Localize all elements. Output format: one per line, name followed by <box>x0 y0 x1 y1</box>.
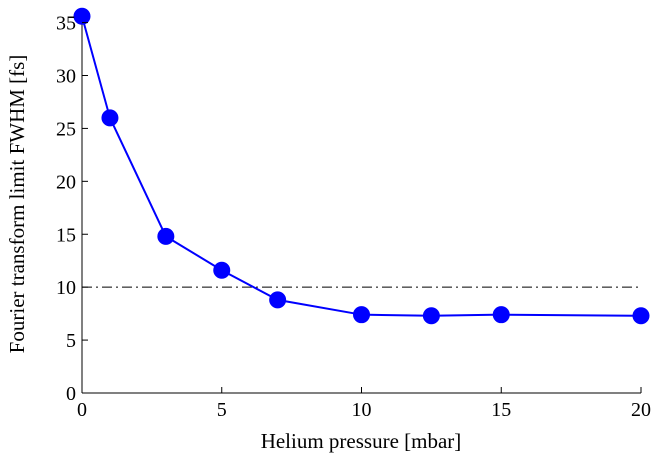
tick-layer: 0 5 10 15 20 0 5 10 15 20 25 30 35 <box>56 13 651 421</box>
x-tick-label: 5 <box>217 399 227 421</box>
plot-axes <box>81 12 641 394</box>
y-tick-label: 10 <box>56 277 76 299</box>
x-axis-label: Helium pressure [mbar] <box>261 429 462 453</box>
data-point <box>269 291 287 309</box>
series-line <box>81 15 642 317</box>
y-tick-label: 20 <box>56 171 76 193</box>
y-tick-label: 25 <box>56 118 76 140</box>
y-tick-label: 15 <box>56 224 76 246</box>
y-axis-label: Fourier transform limit FWHM [fs] <box>5 55 29 354</box>
data-point <box>157 227 175 245</box>
x-tick-label: 0 <box>77 399 87 421</box>
data-point <box>353 306 370 324</box>
data-point <box>213 261 231 279</box>
x-tick-label: 10 <box>352 399 372 421</box>
data-point <box>73 7 91 25</box>
data-point <box>422 307 440 325</box>
y-tick-label: 35 <box>56 13 76 35</box>
series-layer <box>73 7 650 325</box>
data-point <box>632 307 650 325</box>
y-tick-label: 0 <box>66 383 76 405</box>
x-tick-label: 15 <box>491 399 511 421</box>
data-point <box>101 109 119 127</box>
data-point <box>492 306 510 324</box>
y-tick-label: 5 <box>66 330 76 352</box>
y-tick-label: 30 <box>56 66 76 88</box>
x-tick-label: 20 <box>631 399 651 421</box>
